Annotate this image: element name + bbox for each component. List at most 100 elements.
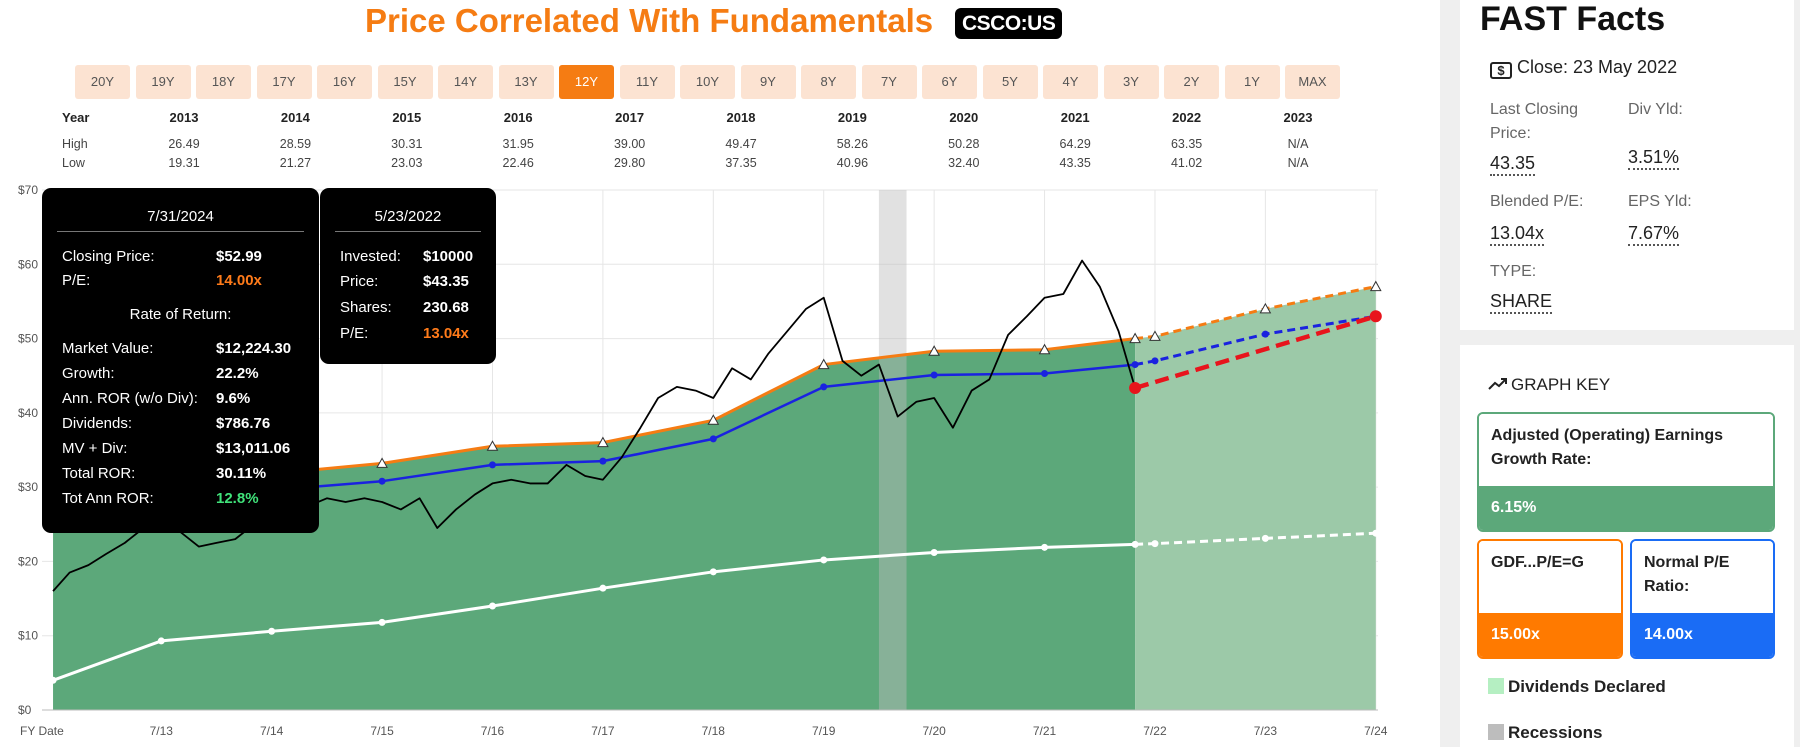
range-button-max[interactable]: MAX	[1285, 65, 1340, 99]
fair-value-point	[597, 436, 609, 448]
trend-chart-icon	[1488, 378, 1507, 390]
fast-facts-panel: FAST Facts $ Close: 23 May 2022 Last Clos…	[1440, 0, 1800, 747]
range-button-16y[interactable]: 16Y	[317, 65, 372, 99]
range-button-11y[interactable]: 11Y	[619, 65, 675, 99]
market-value-label: Market Value:	[62, 340, 154, 357]
low-cell: 41.02	[1170, 156, 1203, 170]
normal-pe-point	[1131, 361, 1139, 369]
type-value[interactable]: SHARE	[1490, 290, 1553, 314]
range-button-18y[interactable]: 18Y	[196, 65, 251, 99]
range-button-14y[interactable]: 14Y	[438, 65, 493, 99]
tot-ann-ror-label: Tot Ann ROR:	[62, 490, 154, 507]
low-cell: 29.80	[613, 156, 646, 170]
fundamentals-chart[interactable]: $0 $10 $20 $30 $40 $50 $60 $70 7/13 7/14 7/15 7/16 7…	[0, 180, 1430, 747]
range-button-8y[interactable]: 8Y	[801, 65, 856, 99]
earnings-forecast-point	[1372, 529, 1380, 537]
normal-pe-forecast-point	[1261, 330, 1269, 338]
earnings-point	[268, 627, 276, 635]
div-yield-label: Div Yld:	[1628, 101, 1683, 118]
range-button-10y[interactable]: 10Y	[680, 65, 735, 99]
year-cell: 2017	[615, 110, 645, 125]
y-tick-label: $20	[18, 554, 38, 568]
ann-ror-label: Ann. ROR (w/o Div):	[62, 390, 198, 407]
range-button-19y[interactable]: 19Y	[135, 65, 191, 99]
price-label: Price:	[340, 273, 379, 290]
low-cell: 23.03	[391, 156, 423, 170]
y-tick-label: $10	[18, 629, 38, 643]
range-button-12y[interactable]: 12Y	[559, 65, 614, 99]
high-cell: 63.35	[1170, 137, 1203, 151]
growth-value: 22.2%	[216, 365, 259, 382]
dividends-row: Dividends: $786.76	[62, 415, 309, 435]
forecast-area	[1135, 286, 1376, 710]
earnings-growth-value: 6.15%	[1479, 486, 1773, 530]
dollar-icon: $	[1490, 62, 1512, 79]
price-line	[52, 259, 1136, 592]
low-cell: N/A	[1287, 156, 1309, 170]
range-button-7y[interactable]: 7Y	[861, 65, 917, 99]
normal-pe-label: Normal P/E Ratio:	[1632, 541, 1773, 609]
earnings-point	[1041, 543, 1049, 551]
tooltip-date: 5/23/2022	[335, 208, 481, 232]
year-cell: 2016	[503, 110, 533, 125]
fair-value-point	[1129, 332, 1141, 344]
range-button-6y[interactable]: 6Y	[922, 65, 977, 99]
range-button-9y[interactable]: 9Y	[740, 65, 796, 99]
market-value-row: Market Value: $12,224.30	[62, 340, 309, 360]
tooltip-closing-price-row: Closing Price: $52.99	[62, 248, 309, 268]
x-tick-label: 7/19	[812, 724, 836, 738]
close-date: Close: 23 May 2022	[1517, 57, 1678, 77]
high-cell: 31.95	[502, 137, 534, 151]
dividends-label: Dividends:	[62, 415, 133, 432]
year-cell: 2015	[392, 110, 422, 125]
earnings-growth-key[interactable]: Adjusted (Operating) Earnings Growth Rat…	[1477, 412, 1775, 532]
fair-value-point	[376, 457, 388, 468]
normal-pe-point	[378, 477, 386, 485]
high-cell: 64.29	[1059, 137, 1091, 151]
range-button-3y[interactable]: 3Y	[1103, 65, 1159, 99]
range-button-15y[interactable]: 15Y	[377, 65, 433, 99]
gdf-pe-value: 15.00x	[1479, 613, 1621, 657]
range-button-5y[interactable]: 5Y	[982, 65, 1038, 99]
mv-div-row: MV + Div: $13,011.06	[62, 440, 309, 460]
price-row: Price: $43.35	[340, 273, 486, 293]
range-button-4y[interactable]: 4Y	[1043, 65, 1098, 99]
y-tick-label: $0	[18, 703, 32, 717]
fair-value-area	[53, 338, 1136, 710]
x-tick-label: 7/22	[1143, 724, 1167, 738]
tot-ann-ror-row: Tot Ann ROR: 12.8%	[62, 490, 309, 510]
normal-pe-point	[488, 461, 496, 469]
recessions-legend[interactable]: Recessions	[1488, 723, 1603, 743]
range-button-13y[interactable]: 13Y	[498, 65, 554, 99]
invested-value: $10000	[423, 248, 474, 265]
div-yield-value[interactable]: 3.51%	[1628, 146, 1680, 170]
gdf-pe-key[interactable]: GDF...P/E=G 15.00x	[1477, 539, 1623, 659]
shares-row: Shares: 230.68	[340, 299, 486, 319]
low-cell: 19.31	[168, 156, 200, 170]
x-tick-label: 7/21	[1033, 724, 1057, 738]
range-button-20y[interactable]: 20Y	[75, 65, 130, 99]
dividends-legend[interactable]: Dividends Declared	[1488, 677, 1666, 697]
earnings-point	[820, 556, 828, 564]
ann-ror-value: 9.6%	[216, 390, 251, 407]
mv-div-label: MV + Div:	[62, 440, 128, 457]
eps-yield-value[interactable]: 7.67%	[1628, 222, 1680, 246]
total-ror-value: 30.11%	[216, 465, 267, 482]
fast-facts-title: FAST Facts	[1480, 0, 1666, 38]
gdf-pe-label: GDF...P/E=G	[1479, 541, 1621, 585]
range-button-17y[interactable]: 17Y	[256, 65, 312, 99]
fast-facts-card: FAST Facts $ Close: 23 May 2022 Last Clos…	[1460, 0, 1794, 330]
tooltip-date: 7/31/2024	[57, 208, 304, 232]
y-tick-label: $30	[18, 480, 38, 494]
earnings-point	[599, 584, 607, 592]
range-button-2y[interactable]: 2Y	[1164, 65, 1219, 99]
total-ror-label: Total ROR:	[62, 465, 136, 482]
y-tick-label: $70	[18, 183, 38, 197]
blended-pe-value[interactable]: 13.04x	[1490, 222, 1545, 246]
last-closing-price-value[interactable]: 43.35	[1490, 152, 1536, 176]
growth-label: Growth:	[62, 365, 115, 382]
normal-pe-key[interactable]: Normal P/E Ratio: 14.00x	[1630, 539, 1775, 659]
y-tick-label: $60	[18, 257, 38, 271]
range-button-1y[interactable]: 1Y	[1224, 65, 1280, 99]
invested-label: Invested:	[340, 248, 401, 265]
